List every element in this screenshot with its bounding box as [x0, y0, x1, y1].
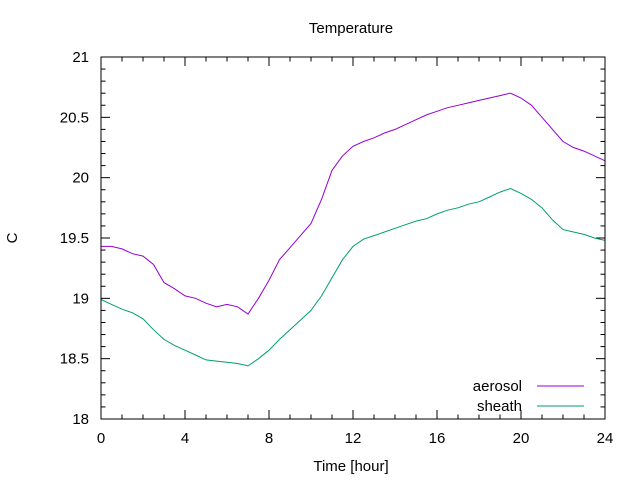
- chart-title: Temperature: [309, 20, 393, 37]
- axis-ticks: 0 4 8 12 16 20 24 18 18.5 19 19.5 20 20.5 21: [60, 49, 614, 447]
- x-tick-label: 12: [345, 430, 362, 447]
- y-tick-label: 20: [72, 170, 89, 187]
- y-axis-label: C: [4, 232, 21, 243]
- y-tick-label: 21: [72, 49, 89, 66]
- plot-frame: [100, 56, 606, 420]
- series-group: [100, 92, 606, 367]
- legend-label-sheath: sheath: [477, 398, 522, 415]
- x-tick-label: 4: [181, 430, 189, 447]
- legend: aerosol sheath: [473, 378, 584, 415]
- x-tick-label: 0: [97, 430, 105, 447]
- y-tick-label: 18.5: [60, 351, 89, 368]
- x-tick-label: 24: [597, 430, 614, 447]
- x-tick-label: 20: [513, 430, 530, 447]
- x-tick-label: 16: [429, 430, 446, 447]
- y-tick-label: 19: [72, 290, 89, 307]
- legend-label-aerosol: aerosol: [473, 378, 522, 395]
- y-tick-label: 19.5: [60, 230, 89, 247]
- x-tick-label: 8: [265, 430, 273, 447]
- series-line-sheath: [100, 187, 606, 367]
- y-tick-label: 18: [72, 411, 89, 428]
- x-axis-label: Time [hour]: [313, 458, 388, 475]
- series-line-aerosol: [101, 92, 606, 315]
- y-tick-label: 20.5: [60, 109, 89, 126]
